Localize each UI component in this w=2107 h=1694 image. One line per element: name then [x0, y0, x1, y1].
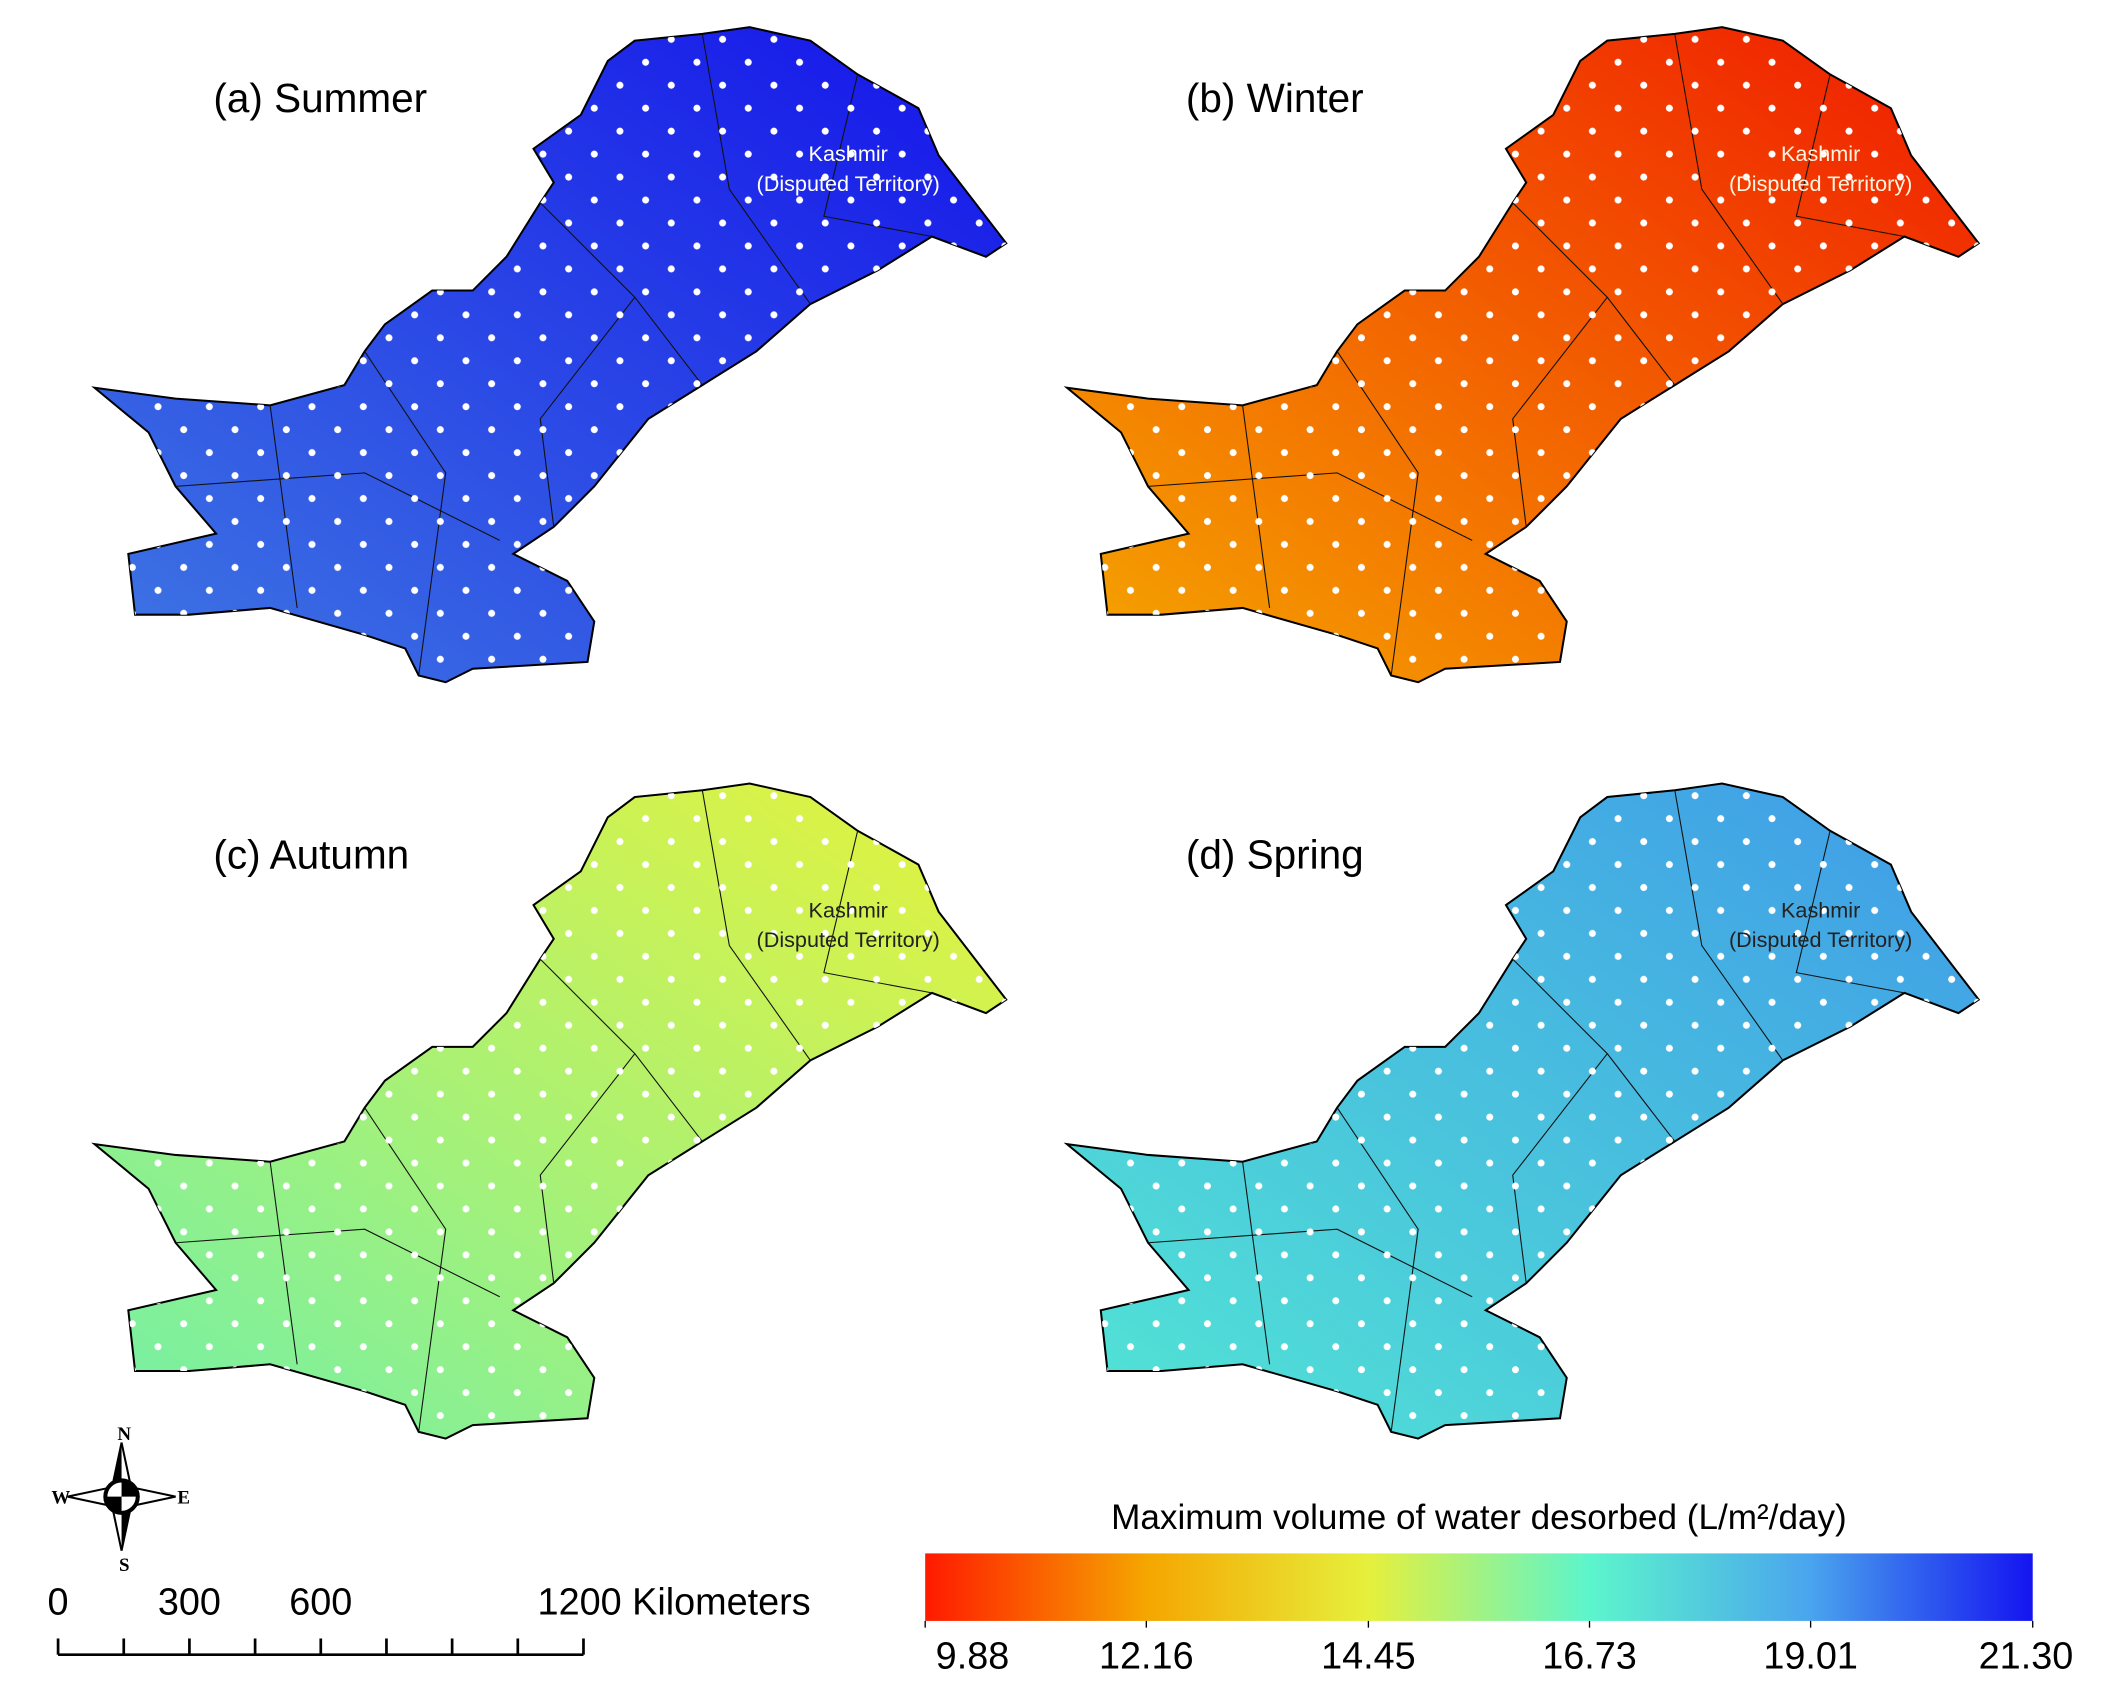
compass-letter: E [177, 1488, 190, 1509]
scale-label: 300 [158, 1582, 221, 1624]
station-points [1067, 27, 1979, 683]
legend-tick-label: 14.45 [1321, 1636, 1416, 1678]
legend-tick-label: 9.88 [936, 1636, 1010, 1678]
scale-label: 1200 Kilometers [538, 1582, 811, 1624]
map-panel: (b) Winter Kashmir (Disputed Territory) [1065, 26, 1980, 684]
map-panel: (a) Summer Kashmir (Disputed Territory) [93, 26, 1008, 684]
panel-title: (c) Autumn [213, 832, 409, 878]
legend-tick-label: 21.30 [1979, 1636, 2074, 1678]
region-label: Kashmir [1781, 898, 1860, 923]
region-label: Kashmir [809, 141, 888, 166]
legend-tick-label: 19.01 [1763, 1636, 1858, 1678]
region-label: (Disputed Territory) [1729, 927, 1912, 952]
panel-title: (a) Summer [213, 75, 427, 121]
panel-title: (b) Winter [1186, 75, 1364, 121]
legend-title: Maximum volume of water desorbed (L/m²/d… [1111, 1498, 1847, 1537]
region-label: (Disputed Territory) [1729, 171, 1912, 196]
map-panel: (d) Spring Kashmir (Disputed Territory) [1065, 782, 1980, 1440]
region-label: (Disputed Territory) [757, 171, 940, 196]
compass-letter: N [117, 1424, 131, 1445]
compass-letter: S [119, 1555, 130, 1576]
compass [67, 1442, 176, 1551]
scale-label: 600 [289, 1582, 352, 1624]
station-points [1067, 783, 1979, 1439]
legend-tick-label: 16.73 [1542, 1636, 1637, 1678]
station-points [94, 27, 1007, 683]
region-label: (Disputed Territory) [757, 927, 940, 952]
panel-title: (d) Spring [1186, 832, 1364, 878]
legend-tick-label: 12.16 [1099, 1636, 1194, 1678]
region-label: Kashmir [809, 898, 888, 923]
region-label: Kashmir [1781, 141, 1860, 166]
station-points [94, 783, 1007, 1439]
compass-letter: W [51, 1488, 70, 1509]
scale-label: 0 [48, 1582, 69, 1624]
color-bar [925, 1553, 2033, 1621]
map-panel: (c) Autumn Kashmir (Disputed Territory) [93, 782, 1008, 1440]
